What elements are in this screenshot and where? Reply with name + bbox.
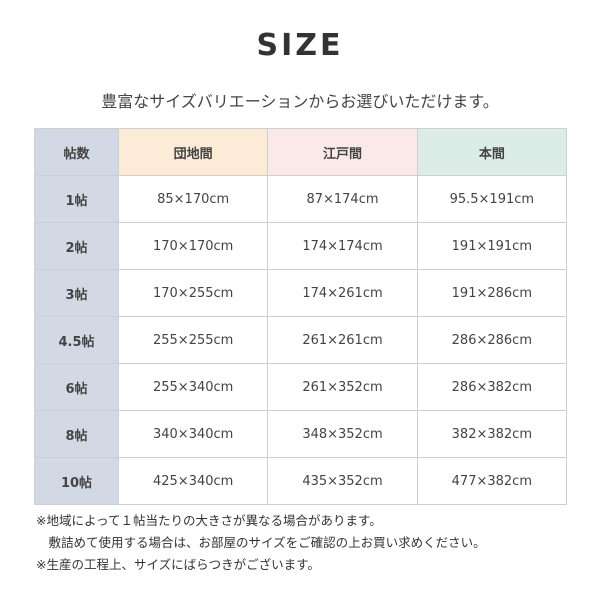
header-danchima: 団地間 xyxy=(117,128,269,176)
row-label: 1帖 xyxy=(34,175,119,223)
table-row: 2帖 170×170cm 174×174cm 191×191cm xyxy=(34,222,568,270)
size-cell: 191×191cm xyxy=(416,222,568,270)
size-table: 帖数 団地間 江戸間 本間 1帖 85×170cm 87×174cm 95.5×191… xyxy=(34,128,568,505)
row-label: 4.5帖 xyxy=(34,316,119,364)
table-row: 10帖 425×340cm 435×352cm 477×382cm xyxy=(34,457,568,505)
size-cell: 435×352cm xyxy=(267,457,418,505)
header-edoma: 江戸間 xyxy=(267,128,418,176)
table-row: 1帖 85×170cm 87×174cm 95.5×191cm xyxy=(34,175,568,223)
row-label: 3帖 xyxy=(34,269,119,317)
size-cell: 85×170cm xyxy=(117,175,269,223)
row-label: 10帖 xyxy=(34,457,119,505)
size-cell: 477×382cm xyxy=(416,457,568,505)
notes: ※地域によって１帖当たりの大きさが異なる場合があります。 敷詰めて使用する場合は… xyxy=(36,510,486,576)
row-label: 6帖 xyxy=(34,363,119,411)
size-cell: 348×352cm xyxy=(267,410,418,458)
note: 敷詰めて使用する場合は、お部屋のサイズをご確認の上お買い求めください。 xyxy=(36,535,486,550)
size-cell: 170×255cm xyxy=(117,269,269,317)
size-cell: 425×340cm xyxy=(117,457,269,505)
size-cell: 255×255cm xyxy=(117,316,269,364)
size-cell: 95.5×191cm xyxy=(416,175,568,223)
size-cell: 382×382cm xyxy=(416,410,568,458)
size-cell: 255×340cm xyxy=(117,363,269,411)
note: ※地域によって１帖当たりの大きさが異なる場合があります。 xyxy=(36,513,382,528)
table-row: 3帖 170×255cm 174×261cm 191×286cm xyxy=(34,269,568,317)
table-row: 6帖 255×340cm 261×352cm 286×382cm xyxy=(34,363,568,411)
subtitle: 豊富なサイズバリエーションからお選びいただけます。 xyxy=(101,92,499,111)
table-row: 8帖 340×340cm 348×352cm 382×382cm xyxy=(34,410,568,458)
table-header-row: 帖数 団地間 江戸間 本間 xyxy=(34,128,568,176)
size-cell: 261×352cm xyxy=(267,363,418,411)
size-cell: 286×286cm xyxy=(416,316,568,364)
size-cell: 170×170cm xyxy=(117,222,269,270)
row-label: 2帖 xyxy=(34,222,119,270)
size-cell: 174×261cm xyxy=(267,269,418,317)
size-cell: 261×261cm xyxy=(267,316,418,364)
row-label: 8帖 xyxy=(34,410,119,458)
header-honma: 本間 xyxy=(416,128,568,176)
table-row: 4.5帖 255×255cm 261×261cm 286×286cm xyxy=(34,316,568,364)
note: ※生産の工程上、サイズにばらつきがございます。 xyxy=(36,557,320,572)
header-tatami-count: 帖数 xyxy=(34,128,119,176)
size-cell: 286×382cm xyxy=(416,363,568,411)
page-title: SIZE xyxy=(256,28,344,63)
size-cell: 191×286cm xyxy=(416,269,568,317)
size-cell: 174×174cm xyxy=(267,222,418,270)
size-cell: 340×340cm xyxy=(117,410,269,458)
size-cell: 87×174cm xyxy=(267,175,418,223)
